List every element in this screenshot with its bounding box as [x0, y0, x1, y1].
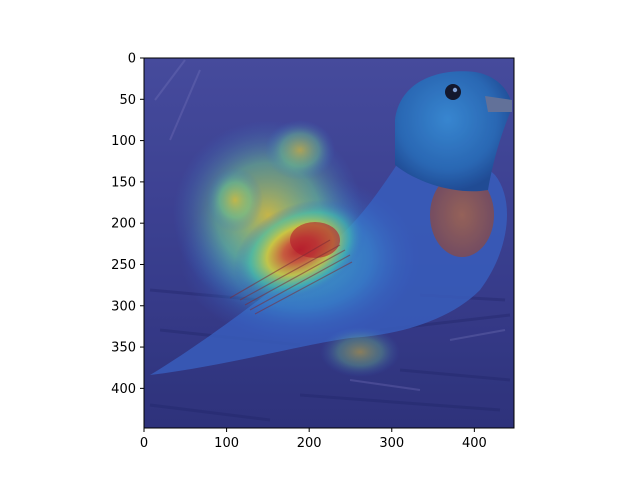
photo — [144, 58, 514, 428]
heat-peak — [290, 222, 340, 258]
bird-head — [395, 71, 512, 192]
y-tick-label: 400 — [111, 382, 136, 397]
y-tick-label: 100 — [111, 134, 136, 149]
x-tick-label: 200 — [297, 436, 322, 451]
wing-feather-lines — [229, 239, 353, 315]
x-tick-label: 400 — [462, 436, 487, 451]
y-axis: 0 50 100 150 200 250 300 350 400 — [111, 52, 144, 397]
bird-eye — [445, 84, 461, 100]
bird-breast — [430, 173, 494, 257]
y-tick-label: 50 — [119, 93, 136, 108]
y-tick-label: 300 — [111, 299, 136, 314]
y-tick-label: 0 — [128, 52, 136, 67]
y-tick-label: 350 — [111, 341, 136, 356]
y-tick-label: 200 — [111, 217, 136, 232]
x-tick-label: 300 — [379, 436, 404, 451]
y-tick-label: 150 — [111, 175, 136, 190]
x-tick-label: 0 — [140, 436, 148, 451]
x-axis: 0 100 200 300 400 — [140, 428, 487, 451]
axes-frame — [143, 57, 515, 429]
y-tick-label: 250 — [111, 258, 136, 273]
x-tick-label: 100 — [214, 436, 239, 451]
bird-beak — [485, 96, 512, 112]
